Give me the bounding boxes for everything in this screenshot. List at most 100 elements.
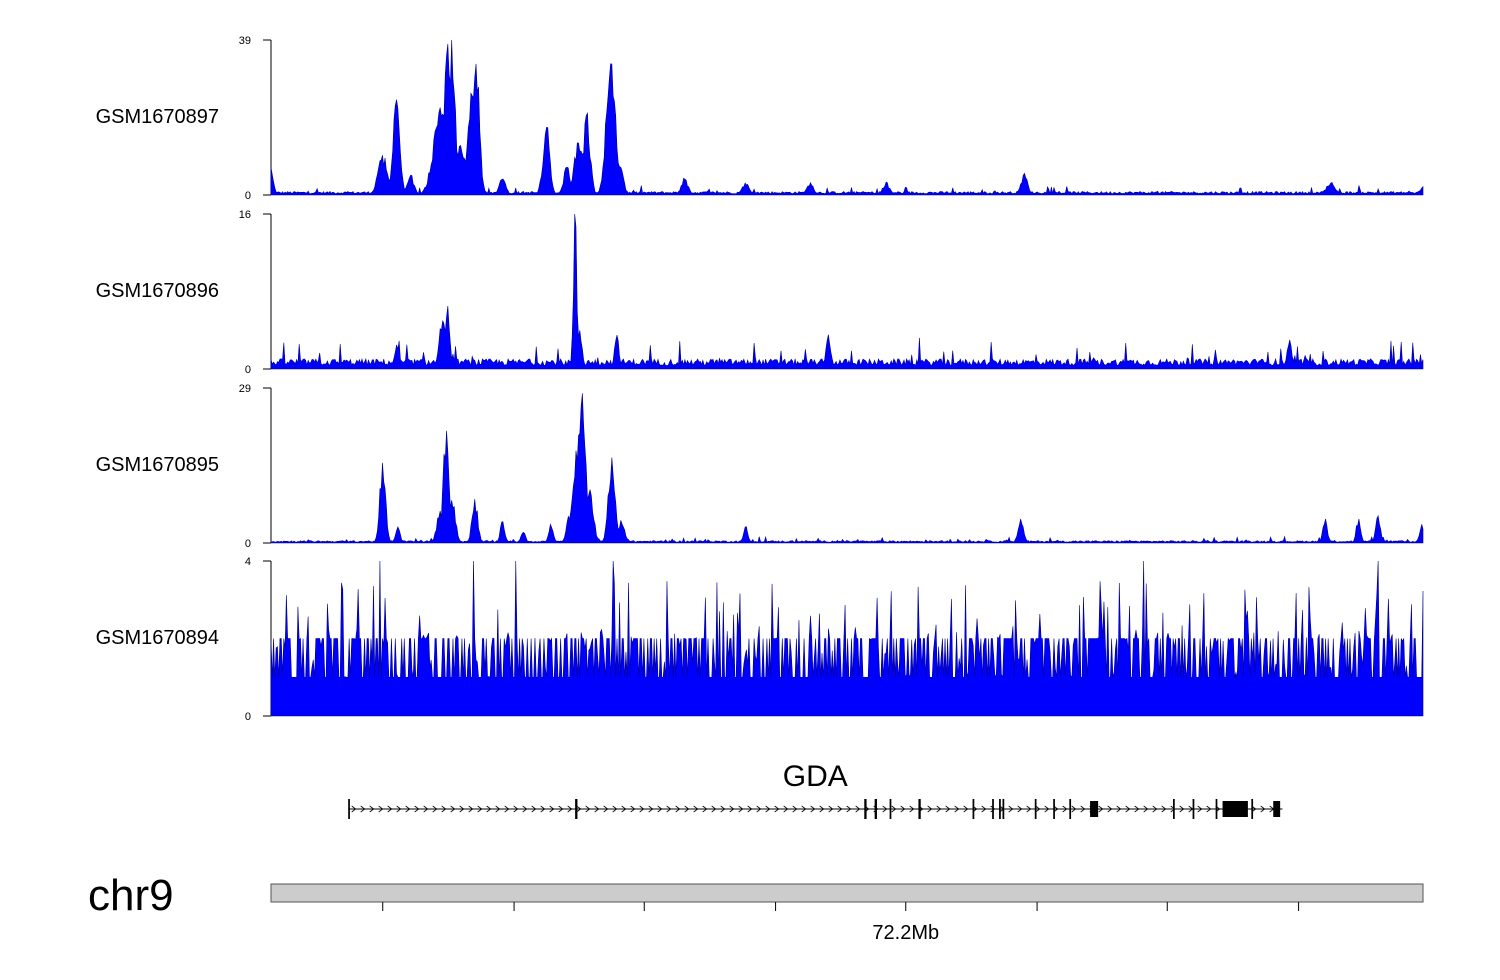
gene-exon [1002,799,1005,819]
gene-exon [1173,799,1175,819]
strand-arrow [900,805,906,813]
strand-arrow [675,805,681,813]
y-axis-min-label: 0 [245,711,251,723]
gene-exon [874,799,877,819]
gene-name: GDA [783,760,848,793]
strand-arrow [486,805,492,813]
strand-arrow [585,805,591,813]
strand-arrow [1017,805,1023,813]
track-GSM1670896: GSM1670896 16 0 [96,209,1424,376]
strand-arrow [1071,805,1077,813]
strand-arrow [648,805,654,813]
strand-arrow [1161,805,1167,813]
strand-arrow [1053,805,1059,813]
strand-arrow [612,805,618,813]
signal-area [270,393,1424,544]
strand-arrow [1197,805,1203,813]
strand-arrow [756,805,762,813]
gene-exon [1053,799,1055,819]
strand-arrow [576,805,582,813]
strand-arrow [387,805,393,813]
strand-arrow [882,805,888,813]
gene-exon [1090,801,1099,817]
gene-exon [1034,799,1037,819]
strand-arrow [540,805,546,813]
strand-arrow [1116,805,1122,813]
strand-arrow [819,805,825,813]
strand-arrow [747,805,753,813]
strand-arrow [1125,805,1131,813]
y-axis-min-label: 0 [245,364,251,376]
chromosome-track: chr9 72.2Mb [88,871,1424,944]
strand-arrow [1008,805,1014,813]
track-label: GSM1670894 [96,627,219,649]
strand-arrow [792,805,798,813]
strand-arrow [909,805,915,813]
gene-exon [889,799,892,819]
strand-arrow [423,805,429,813]
strand-arrow [1152,805,1158,813]
strand-arrow [1080,805,1086,813]
strand-arrow [558,805,564,813]
strand-arrow [369,805,375,813]
strand-arrow [1260,805,1266,813]
strand-arrow [846,805,852,813]
signal-area [270,213,1424,370]
strand-arrow [441,805,447,813]
gene-exon [972,799,975,819]
strand-arrow [513,805,519,813]
strand-arrow [783,805,789,813]
strand-arrow [729,805,735,813]
y-axis-min-label: 0 [245,538,251,550]
strand-arrow [801,805,807,813]
gene-track: GDA [348,760,1283,819]
strand-arrow [1134,805,1140,813]
strand-arrow [603,805,609,813]
strand-arrow [684,805,690,813]
strand-arrow [981,805,987,813]
strand-arrow [405,805,411,813]
strand-arrow [702,805,708,813]
strand-arrow [468,805,474,813]
strand-arrow [621,805,627,813]
gene-exon [1222,801,1248,817]
gene-exon [348,799,350,819]
strand-arrow [837,805,843,813]
strand-arrow [963,805,969,813]
strand-arrow [432,805,438,813]
strand-arrow [1044,805,1050,813]
strand-arrow [378,805,384,813]
chromosome-name: chr9 [88,871,174,920]
strand-arrow [567,805,573,813]
strand-arrow [810,805,816,813]
chromosome-ideogram [270,883,1424,903]
strand-arrow [495,805,501,813]
track-GSM1670894: GSM1670894 4 0 [96,556,1424,723]
y-axis-max-label: 39 [239,35,251,47]
gene-exon [864,799,867,819]
gene-exon [1215,799,1218,819]
strand-arrow [945,805,951,813]
track-label: GSM1670895 [96,454,219,476]
strand-arrow [450,805,456,813]
y-axis-max-label: 4 [245,556,251,568]
strand-arrow [738,805,744,813]
strand-arrow [1026,805,1032,813]
strand-arrow [351,805,357,813]
strand-arrow [1107,805,1113,813]
strand-arrow [693,805,699,813]
strand-arrow [477,805,483,813]
strand-arrow [936,805,942,813]
strand-arrow [1062,805,1068,813]
strand-arrow [765,805,771,813]
strand-arrow [657,805,663,813]
gene-exon [992,799,994,819]
strand-arrow [504,805,510,813]
y-axis-min-label: 0 [245,190,251,202]
track-label: GSM1670896 [96,280,219,302]
signal-tracks: GSM1670897390GSM1670896160GSM1670895290G… [96,35,1424,723]
signal-area [270,560,1424,717]
track-label: GSM1670897 [96,106,219,128]
strand-arrow [990,805,996,813]
